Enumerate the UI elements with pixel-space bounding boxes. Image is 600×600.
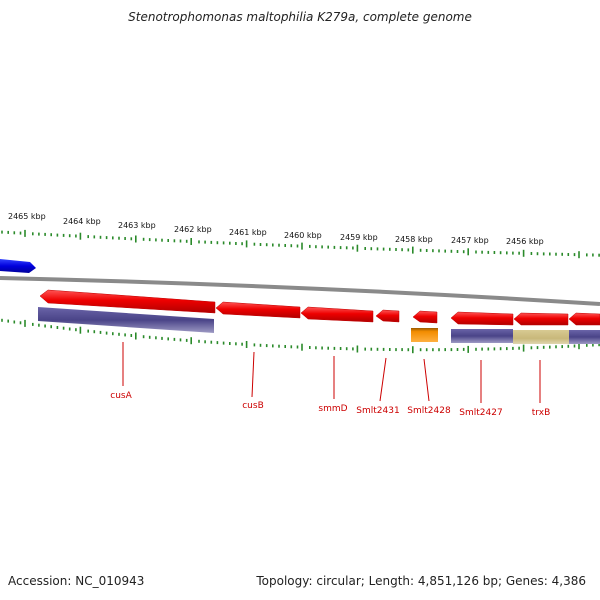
domain-bar-cusA bbox=[38, 307, 214, 333]
gene-label-smlt2431[interactable]: Smlt2431 bbox=[356, 406, 399, 416]
domain-bar-trxB bbox=[513, 330, 569, 344]
ruler-label: 2465 kbp bbox=[8, 212, 46, 221]
gene-labels: cusA cusB smmD Smlt2431 Smlt2428 Smlt242… bbox=[110, 391, 550, 418]
ruler-labels: 2465 kbp 2464 kbp 2463 kbp 2462 kbp 2461… bbox=[8, 212, 544, 246]
domain-bar-partial bbox=[569, 330, 600, 344]
gene-label-smlt2428[interactable]: Smlt2428 bbox=[407, 406, 451, 416]
ruler-label: 2463 kbp bbox=[118, 221, 156, 230]
gene-arrow-cusB[interactable] bbox=[215, 301, 301, 319]
gene-arrow-smlt2428[interactable] bbox=[412, 310, 438, 324]
gene-label-smmD[interactable]: smmD bbox=[318, 404, 347, 414]
ruler-label: 2458 kbp bbox=[395, 235, 433, 244]
accession-text: Accession: NC_010943 bbox=[8, 574, 145, 588]
gene-arrow-cusA[interactable] bbox=[39, 289, 216, 314]
gene-arrow-smlt2427[interactable] bbox=[450, 311, 514, 326]
ruler-label: 2462 kbp bbox=[174, 225, 212, 234]
ruler-label: 2456 kbp bbox=[506, 237, 544, 246]
genome-title: Stenotrophomonas maltophilia K279a, comp… bbox=[128, 10, 472, 24]
ruler-minor-ticks-top bbox=[1, 230, 600, 257]
leader-line-smlt2431 bbox=[379, 357, 387, 402]
gene-label-cusA[interactable]: cusA bbox=[110, 391, 132, 401]
ruler-label: 2464 kbp bbox=[63, 217, 101, 226]
gene-label-cusB[interactable]: cusB bbox=[242, 401, 264, 411]
ruler-major-ticks-bottom bbox=[24, 319, 580, 354]
gene-arrow-smmD[interactable] bbox=[300, 306, 374, 323]
ruler-label: 2460 kbp bbox=[284, 231, 322, 240]
leader-line-cusB bbox=[251, 351, 255, 398]
ruler-major-ticks-top bbox=[24, 229, 580, 259]
reverse-genes bbox=[39, 289, 600, 326]
leader-line-smlt2428 bbox=[423, 358, 430, 402]
gene-arrow-smlt2431[interactable] bbox=[375, 309, 400, 323]
ruler-label: 2457 kbp bbox=[451, 236, 489, 245]
gene-label-trxB[interactable]: trxB bbox=[532, 408, 551, 418]
feature-domains bbox=[38, 307, 600, 344]
gene-label-smlt2427[interactable]: Smlt2427 bbox=[459, 408, 502, 418]
domain-bar-smlt2428 bbox=[411, 328, 438, 342]
gene-arrow-partial[interactable] bbox=[568, 312, 600, 326]
genome-backbone bbox=[0, 276, 600, 306]
domain-bar-smlt2427 bbox=[451, 329, 513, 343]
gene-arrow-trxB[interactable] bbox=[513, 312, 569, 326]
gene-leader-lines bbox=[122, 342, 541, 403]
forward-gene-arrow bbox=[0, 259, 36, 273]
ruler-label: 2461 kbp bbox=[229, 228, 267, 237]
ruler-minor-ticks-bottom bbox=[1, 318, 600, 352]
ruler-label: 2459 kbp bbox=[340, 233, 378, 242]
genome-summary-text: Topology: circular; Length: 4,851,126 bp… bbox=[256, 574, 586, 588]
